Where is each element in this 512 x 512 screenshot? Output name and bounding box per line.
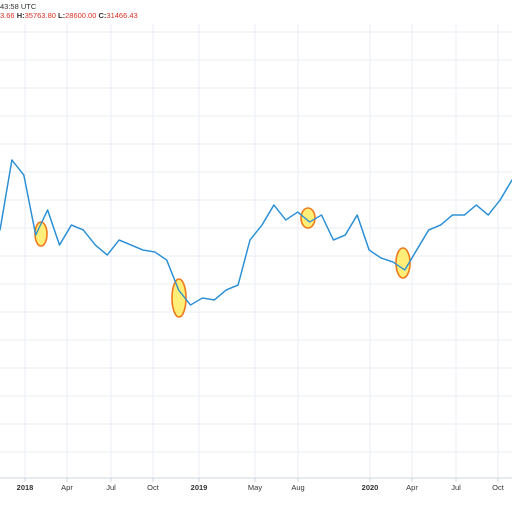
ohlc-close-value: 31466.43 xyxy=(106,11,138,20)
x-tick-label: 2020 xyxy=(362,483,379,492)
x-tick-label: 2018 xyxy=(17,483,34,492)
x-tick-label: Jul xyxy=(451,483,461,492)
ohlc-low-label: L: xyxy=(58,11,66,20)
timestamp: 43:58 UTC xyxy=(0,2,37,11)
ohlc-high-label: H: xyxy=(16,11,25,20)
ohlc-open-value: 3.66 xyxy=(0,11,15,20)
ohlc-close-label: C: xyxy=(98,11,107,20)
x-tick-label: May xyxy=(248,483,262,492)
highlight-layer xyxy=(0,159,512,318)
x-tick-label: Jul xyxy=(106,483,116,492)
price-series-line-overlay xyxy=(0,159,512,306)
x-tick-label: Oct xyxy=(147,483,160,492)
ohlc-high-value: 35763.80 xyxy=(24,11,56,20)
highlight-ellipse xyxy=(395,247,411,279)
highlight-ellipse xyxy=(171,278,187,318)
x-tick-label: Aug xyxy=(291,483,304,492)
x-tick-label: Apr xyxy=(61,483,73,492)
grid xyxy=(0,24,512,478)
x-tick-label: Apr xyxy=(406,483,418,492)
x-tick-label: 2019 xyxy=(191,483,208,492)
ohlc-header: 43:58 UTC 3.66 H:35763.80 L:28600.00 C:3… xyxy=(0,0,512,22)
x-axis: 2018 Apr Jul Oct 2019 May Aug 2020 Apr Jul Oct xyxy=(0,477,512,492)
ohlc-low-value: 28600.00 xyxy=(65,11,97,20)
ohlc-row: 3.66 H:35763.80 L:28600.00 C:31466.43 xyxy=(0,10,138,21)
highlight-ellipse xyxy=(300,207,316,229)
x-tick-label: Oct xyxy=(492,483,505,492)
timestamp-row: 43:58 UTC xyxy=(0,1,36,12)
